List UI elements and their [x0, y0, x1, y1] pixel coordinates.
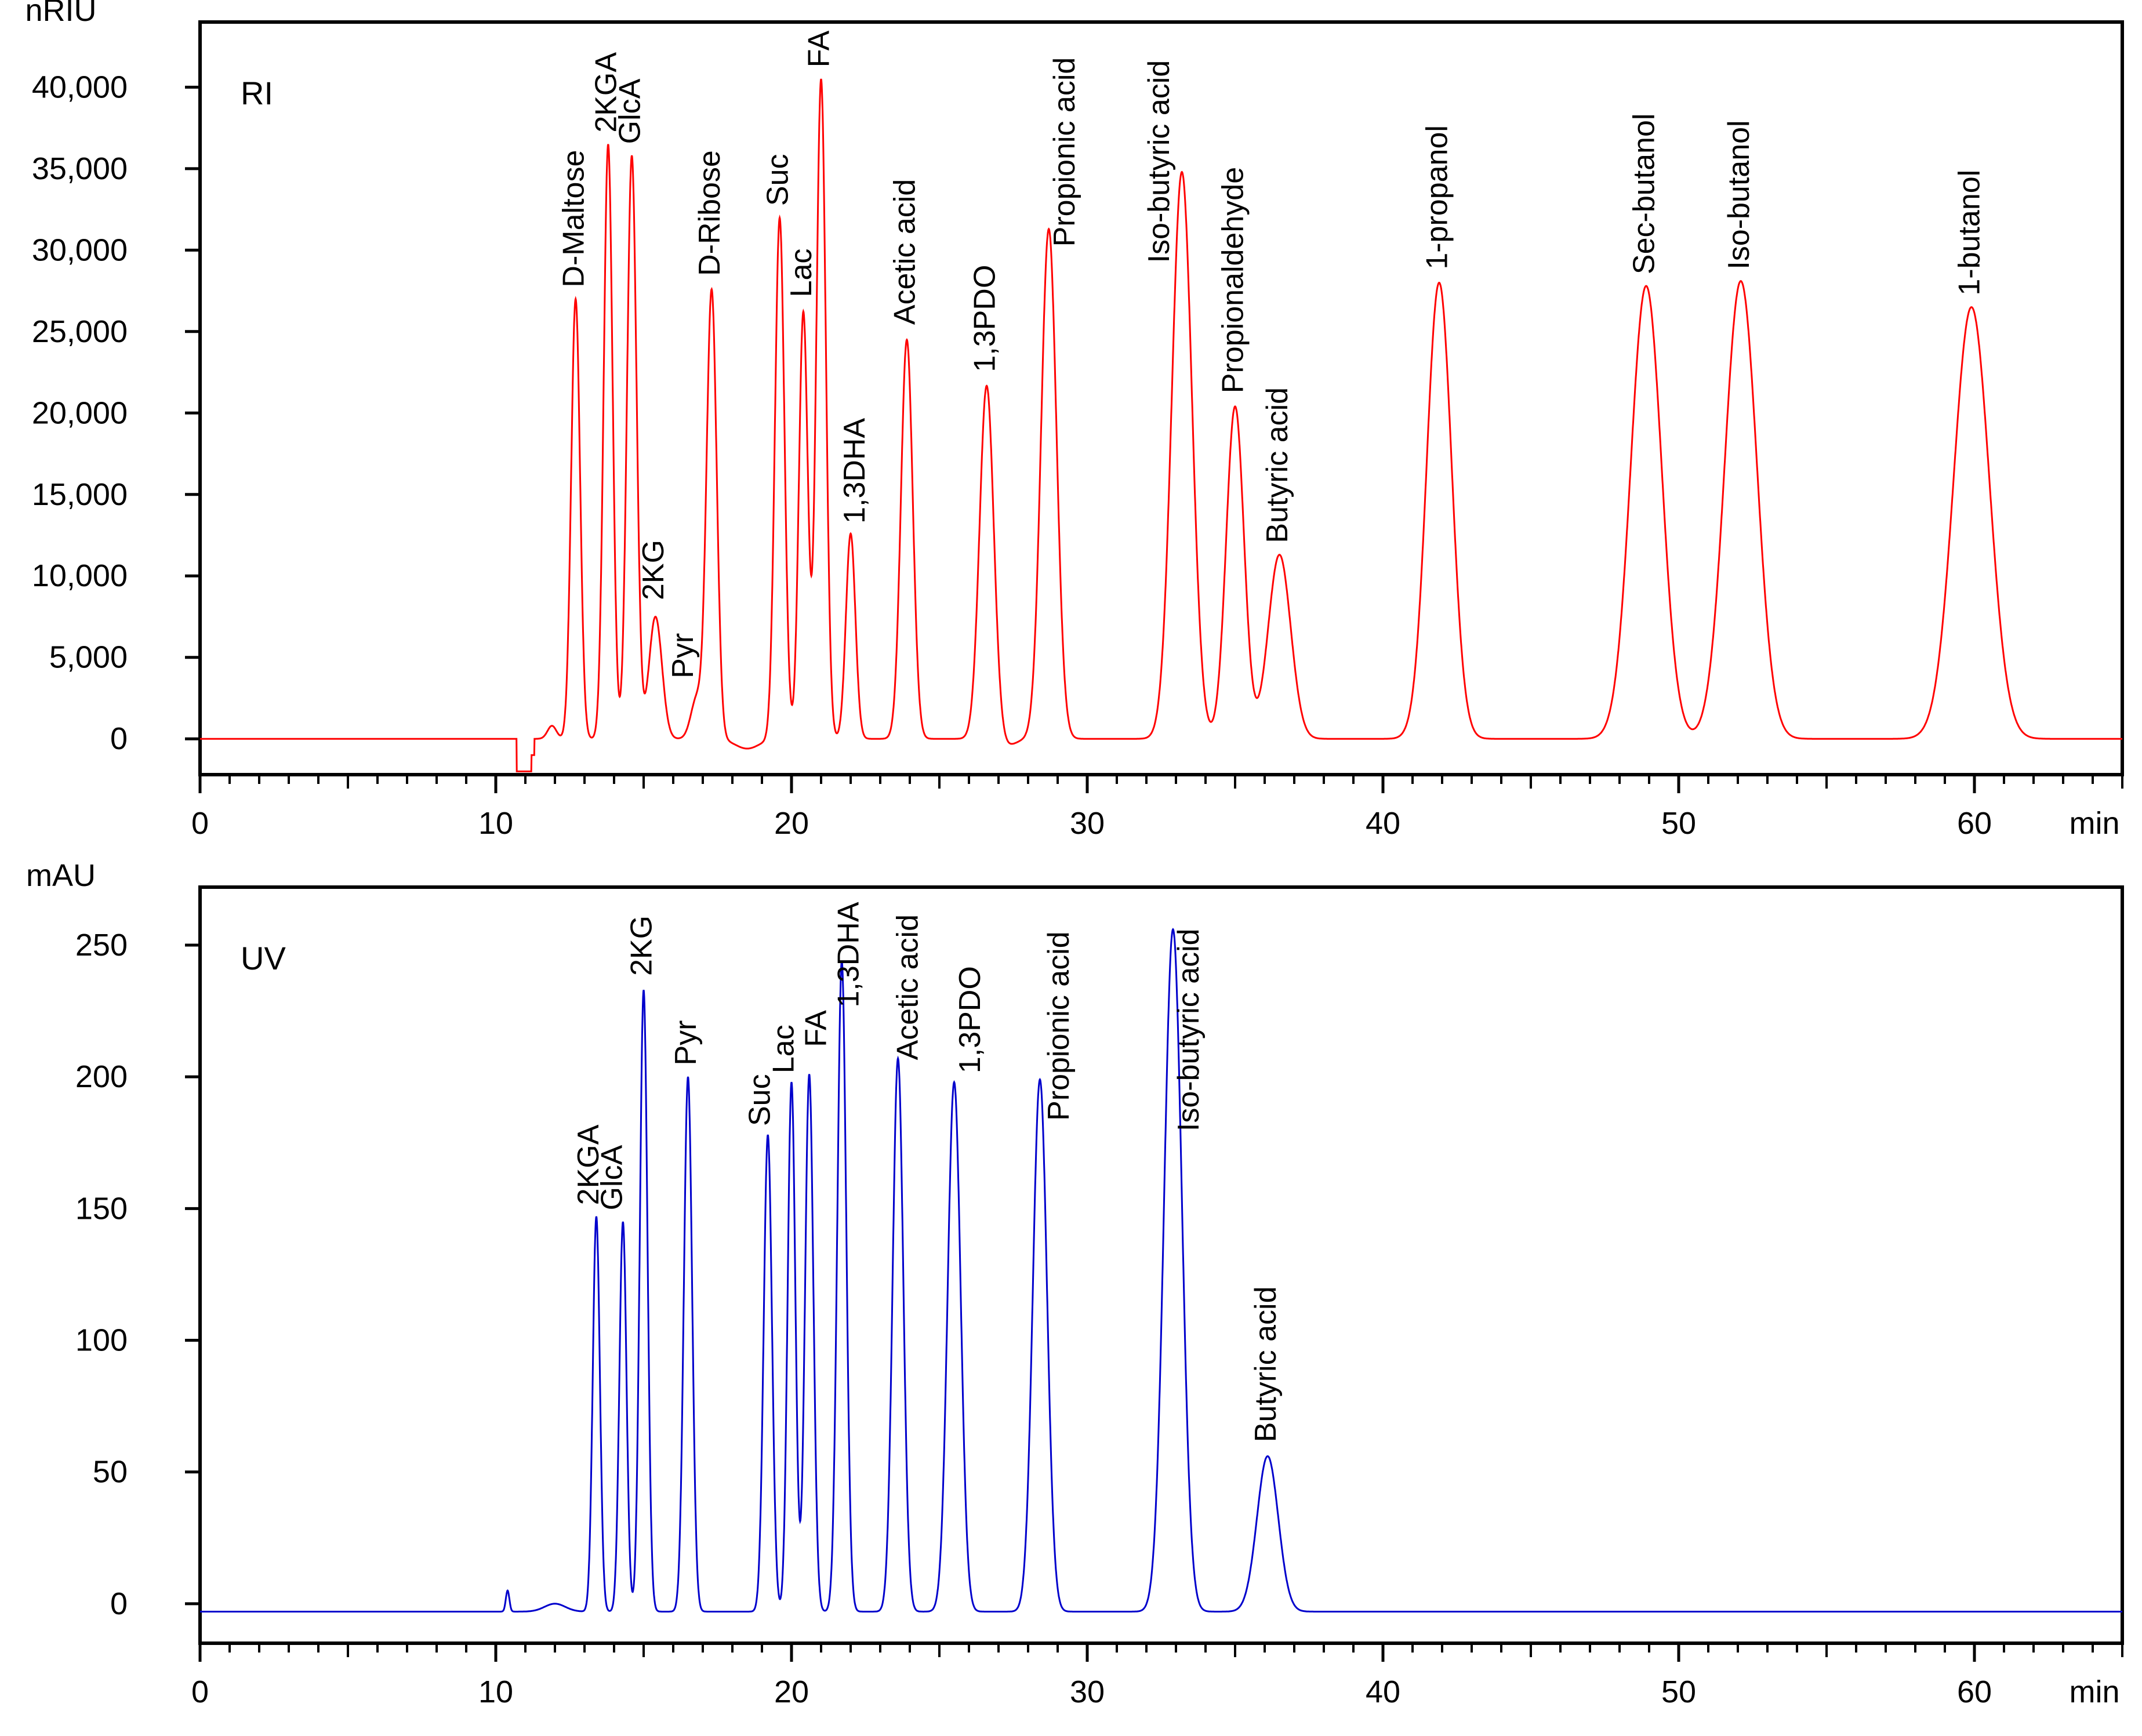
- y-tick-label: 0: [110, 1586, 128, 1621]
- peak-label: 1,3PDO: [953, 966, 987, 1073]
- peak-label: Butyric acid: [1249, 1286, 1283, 1442]
- panel-name: RI: [241, 75, 273, 111]
- peak-label: Iso-butyric acid: [1172, 928, 1206, 1131]
- y-tick-label: 100: [75, 1323, 128, 1357]
- y-tick-label: 250: [75, 928, 128, 963]
- x-tick-label: 0: [191, 806, 209, 841]
- peak-label: 2KG: [625, 916, 659, 976]
- x-tick-label: 40: [1366, 806, 1400, 841]
- y-axis-unit-label: nRIU: [25, 0, 96, 28]
- series-line-uv: [200, 928, 2122, 1612]
- peak-label: Propionic acid: [1048, 57, 1081, 247]
- peak-label: Iso-butanol: [1722, 120, 1756, 269]
- y-axis-unit-label: mAU: [26, 858, 96, 893]
- y-tick-label: 35,000: [32, 151, 128, 186]
- x-axis-unit-label: min: [2069, 806, 2119, 841]
- x-tick-label: 20: [774, 1675, 809, 1709]
- x-tick-label: 0: [191, 1675, 209, 1709]
- peak-label: Acetic acid: [888, 179, 922, 325]
- chart-panel-ri: nRIU RI 0 5,000 10,000 15,000 20,000 25,000 30,0…: [25, 0, 2124, 841]
- x-tick-label: 10: [478, 1675, 513, 1709]
- y-tick-label: 15,000: [32, 477, 128, 512]
- peak-label: 1,3DHA: [838, 418, 872, 524]
- y-tick-label: 5,000: [49, 640, 128, 675]
- peak-label: GlcA: [613, 78, 647, 144]
- peak-label: Lac: [767, 1025, 801, 1073]
- peak-label: Butyric acid: [1261, 387, 1294, 543]
- x-tick-label: 50: [1661, 806, 1696, 841]
- x-tick-label: 30: [1070, 1675, 1105, 1709]
- plot-frame: [198, 20, 2124, 776]
- x-tick-label: 50: [1661, 1675, 1696, 1709]
- peak-label: Suc: [761, 154, 794, 206]
- y-tick-label: 30,000: [32, 233, 128, 267]
- peak-label: GlcA: [596, 1145, 629, 1210]
- peak-label: 2KGA: [572, 1124, 605, 1205]
- peak-label: 1,3PDO: [968, 265, 1001, 372]
- peak-label: Lac: [785, 249, 818, 297]
- peak-label: 2KGA: [590, 52, 623, 133]
- peak-label: FA: [800, 1010, 833, 1047]
- peak-label: Suc: [743, 1074, 777, 1126]
- peak-label: D-Ribose: [693, 150, 727, 276]
- peak-label: 1-butanol: [1953, 170, 1987, 296]
- peak-label: Propionic acid: [1042, 931, 1076, 1121]
- y-tick-label: 10,000: [32, 558, 128, 593]
- panel-name: UV: [241, 940, 286, 976]
- y-tick-label: 25,000: [32, 314, 128, 349]
- peak-label: 1,3DHA: [832, 902, 866, 1007]
- x-tick-label: 10: [478, 806, 513, 841]
- x-axis-unit-label: min: [2069, 1675, 2119, 1709]
- series-line-ri: [200, 78, 2122, 772]
- peak-label: 1-propanol: [1421, 125, 1454, 270]
- y-tick-label: 0: [110, 721, 128, 756]
- peak-label: Iso-butyric acid: [1142, 60, 1176, 263]
- peak-label: Acetic acid: [891, 914, 925, 1060]
- peak-label: Propionaldehyde: [1217, 167, 1250, 393]
- y-tick-label: 20,000: [32, 395, 128, 430]
- peak-label: Sec-butanol: [1628, 114, 1661, 275]
- peak-label: D-Maltose: [557, 150, 590, 288]
- x-tick-label: 40: [1366, 1675, 1400, 1709]
- x-tick-label: 30: [1070, 806, 1105, 841]
- x-tick-label: 20: [774, 806, 809, 841]
- y-tick-label: 50: [93, 1455, 128, 1490]
- peak-label: FA: [803, 30, 836, 67]
- x-tick-label: 60: [1957, 1675, 1992, 1709]
- peak-label: 2KG: [637, 540, 670, 600]
- plot-frame: [198, 885, 2124, 1645]
- x-tick-label: 60: [1957, 806, 1992, 841]
- peak-label: Pyr: [669, 1020, 703, 1066]
- y-tick-label: 40,000: [32, 70, 128, 104]
- y-tick-label: 200: [75, 1059, 128, 1094]
- y-tick-label: 150: [75, 1191, 128, 1226]
- peak-label: Pyr: [666, 633, 700, 678]
